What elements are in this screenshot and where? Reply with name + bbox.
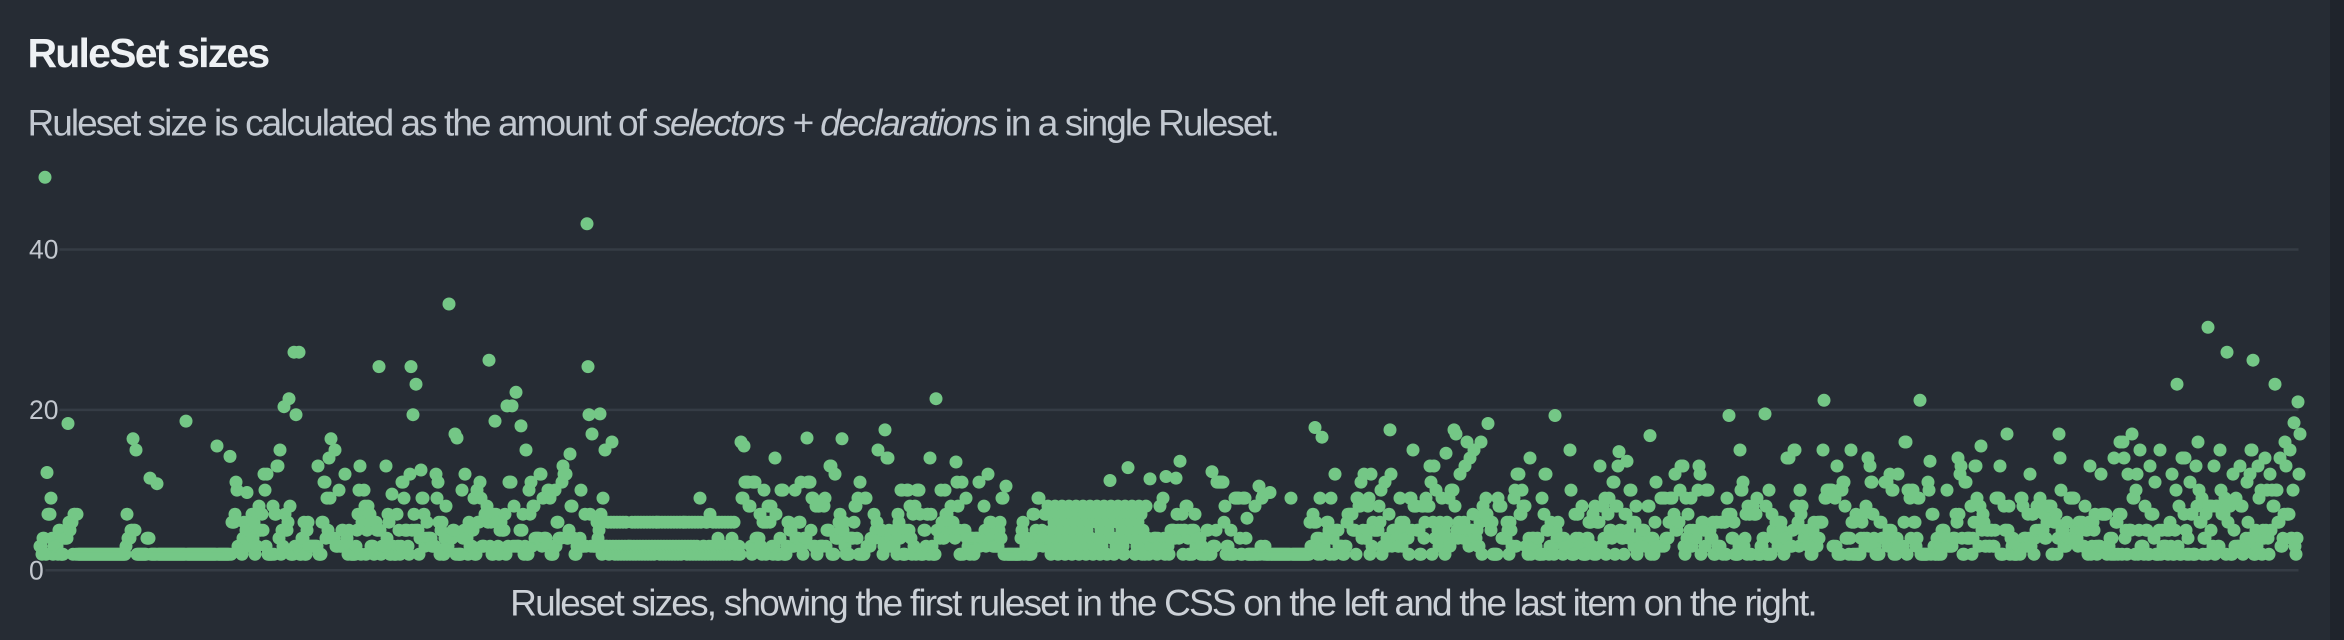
svg-text:RuleSet sizes: RuleSet sizes xyxy=(28,30,270,76)
svg-text:Ruleset size is calculated as: Ruleset size is calculated as the amount… xyxy=(28,102,1279,143)
svg-text:Ruleset sizes, showing the fir: Ruleset sizes, showing the first ruleset… xyxy=(510,582,1816,623)
svg-text:40: 40 xyxy=(29,235,58,265)
svg-text:0: 0 xyxy=(29,555,44,585)
svg-text:20: 20 xyxy=(29,395,58,425)
